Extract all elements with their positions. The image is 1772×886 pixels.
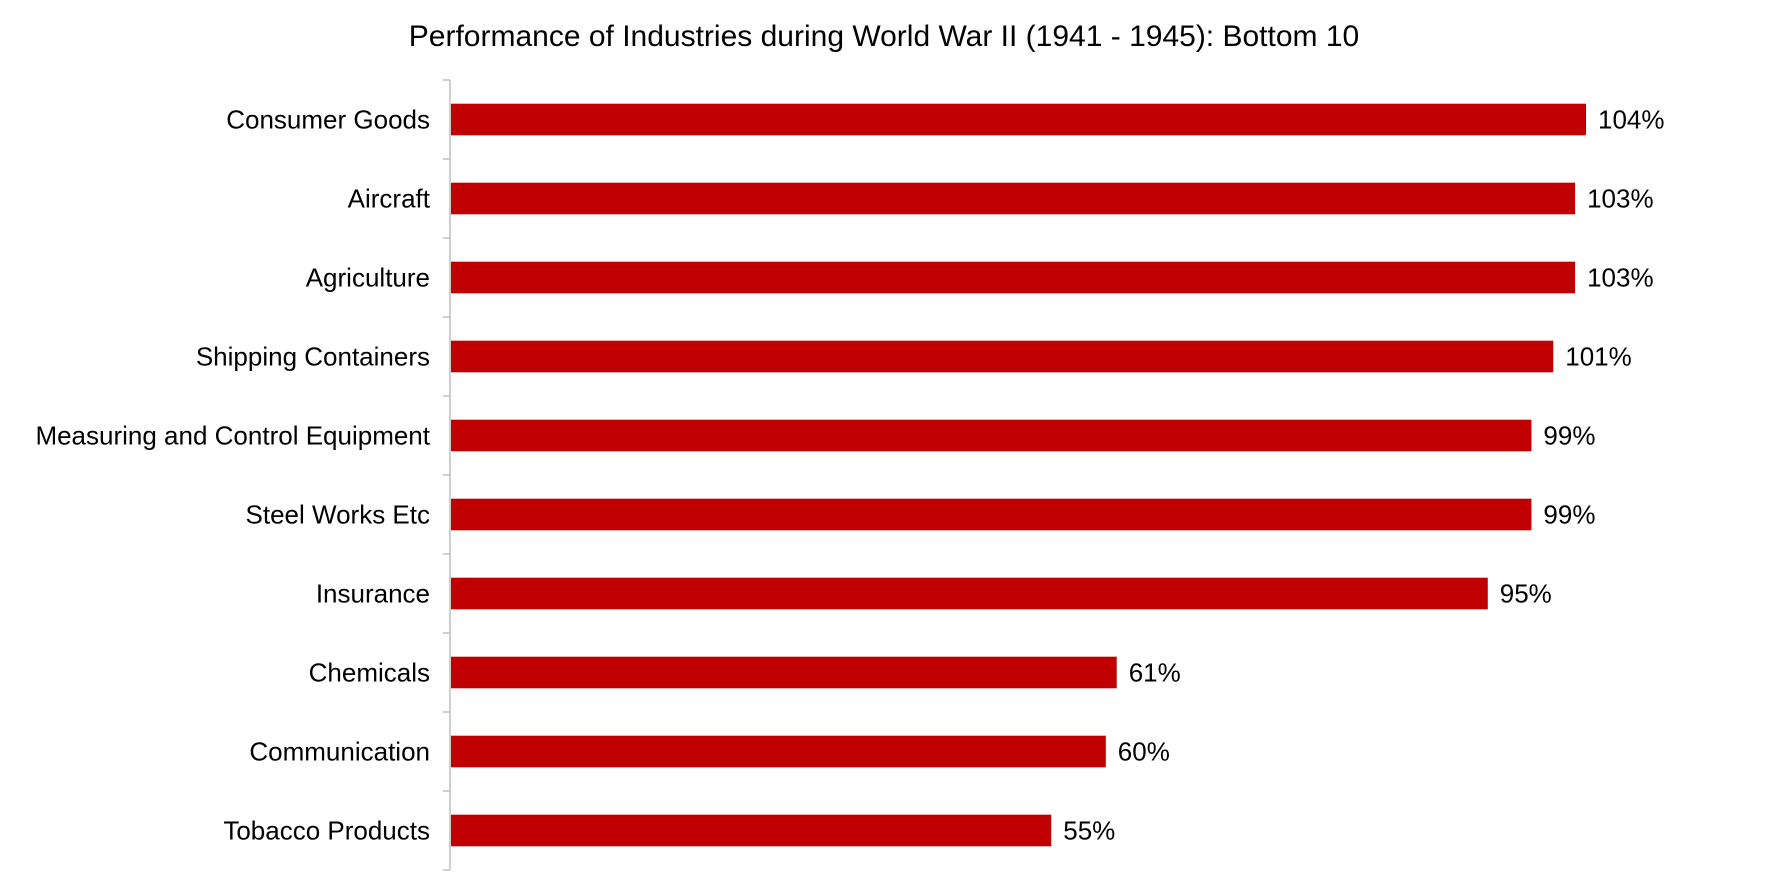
data-label: 55%	[1063, 816, 1115, 846]
bar	[451, 340, 1554, 373]
bar	[451, 814, 1052, 847]
data-label: 61%	[1129, 658, 1181, 688]
data-label: 101%	[1565, 342, 1632, 372]
plot-area: Consumer Goods 104% Aircraft 103% Agricultur…	[35, 79, 1665, 871]
bar	[451, 261, 1576, 294]
category-label: Shipping Containers	[196, 342, 430, 372]
bar	[451, 656, 1117, 689]
category-label: Communication	[249, 737, 430, 767]
chart-title: Performance of Industries during World W…	[409, 20, 1359, 53]
bar	[451, 577, 1488, 610]
category-label: Insurance	[316, 579, 430, 609]
data-label: 103%	[1587, 184, 1654, 214]
bar	[451, 103, 1586, 136]
category-label: Chemicals	[309, 658, 430, 688]
data-label: 104%	[1598, 105, 1665, 135]
category-label: Measuring and Control Equipment	[35, 421, 430, 451]
data-label: 103%	[1587, 263, 1654, 293]
category-label: Consumer Goods	[226, 105, 430, 135]
category-label: Agriculture	[306, 263, 430, 293]
category-label: Aircraft	[348, 184, 431, 214]
bar	[451, 182, 1576, 215]
category-label: Tobacco Products	[223, 816, 430, 846]
data-label: 95%	[1500, 579, 1552, 609]
category-label: Steel Works Etc	[246, 500, 430, 530]
data-label: 99%	[1543, 500, 1595, 530]
data-label: 99%	[1543, 421, 1595, 451]
bar	[451, 735, 1106, 768]
data-label: 60%	[1118, 737, 1170, 767]
bar	[451, 419, 1532, 452]
bar	[451, 498, 1532, 531]
